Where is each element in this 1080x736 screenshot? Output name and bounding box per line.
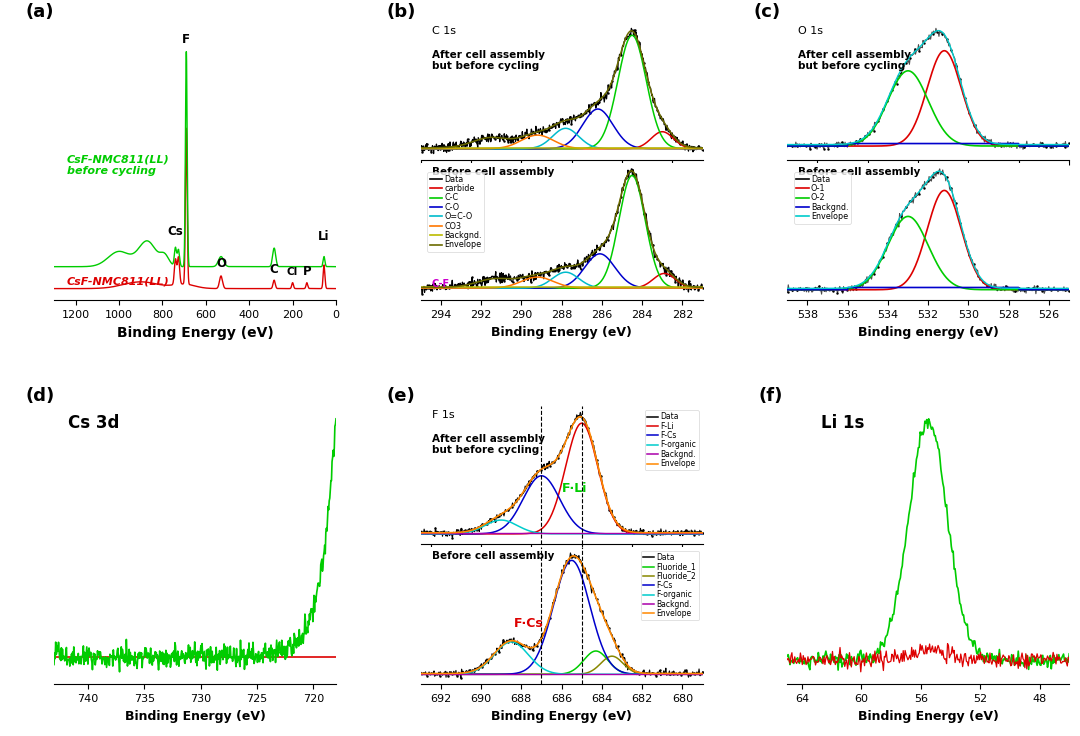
Text: F: F <box>183 33 190 46</box>
Text: Li 1s: Li 1s <box>821 414 864 433</box>
Text: CsF-NMC811(LL): CsF-NMC811(LL) <box>67 277 170 287</box>
Text: C 1s: C 1s <box>432 26 456 36</box>
X-axis label: Binding Energy (eV): Binding Energy (eV) <box>491 710 632 723</box>
Text: Before cell assembly: Before cell assembly <box>798 167 921 177</box>
Text: After cell assembly
but before cycling: After cell assembly but before cycling <box>798 49 912 71</box>
X-axis label: Binding Energy (eV): Binding Energy (eV) <box>858 710 999 723</box>
Text: Cl: Cl <box>287 267 298 277</box>
Text: After cell assembly
but before cycling: After cell assembly but before cycling <box>432 49 545 71</box>
Text: F·Cs: F·Cs <box>514 617 543 629</box>
Text: Cs: Cs <box>167 224 184 238</box>
Text: (c): (c) <box>754 2 781 21</box>
Text: P: P <box>302 265 311 278</box>
Text: Before cell assembly: Before cell assembly <box>432 167 554 177</box>
X-axis label: Binding energy (eV): Binding energy (eV) <box>858 325 999 339</box>
Text: F 1s: F 1s <box>432 410 455 420</box>
Text: (a): (a) <box>26 2 54 21</box>
X-axis label: Binding Energy (eV): Binding Energy (eV) <box>491 325 632 339</box>
Legend: Data, Fluoride_1, Fluoride_2, F-Cs, F-organic, Backgnd., Envelope: Data, Fluoride_1, Fluoride_2, F-Cs, F-or… <box>640 551 699 620</box>
X-axis label: Binding Energy (eV): Binding Energy (eV) <box>117 325 273 340</box>
Text: Cs 3d: Cs 3d <box>68 414 120 433</box>
Text: O 1s: O 1s <box>798 26 823 36</box>
Text: After cell assembly
but before cycling: After cell assembly but before cycling <box>432 434 545 456</box>
Text: Before cell assembly: Before cell assembly <box>432 551 554 561</box>
Text: CsF-NMC811(LL)
before cycling: CsF-NMC811(LL) before cycling <box>67 155 170 176</box>
Legend: Data, O-1, O-2, Backgnd., Envelope: Data, O-1, O-2, Backgnd., Envelope <box>794 172 851 224</box>
Text: (d): (d) <box>26 386 55 405</box>
Text: Li: Li <box>319 230 329 243</box>
Text: F·Li: F·Li <box>562 481 586 495</box>
Text: (b): (b) <box>387 2 416 21</box>
Text: C: C <box>270 263 279 277</box>
Text: (f): (f) <box>759 386 783 405</box>
Text: C-F: C-F <box>432 279 450 289</box>
Text: (e): (e) <box>387 386 416 405</box>
Legend: Data, F-Li, F-Cs, F-organic, Backgnd., Envelope: Data, F-Li, F-Cs, F-organic, Backgnd., E… <box>645 410 699 470</box>
Legend: Data, carbide, C-C, C-O, O=C-O, CO3, Backgnd., Envelope: Data, carbide, C-C, C-O, O=C-O, CO3, Bac… <box>428 172 484 252</box>
X-axis label: Binding Energy (eV): Binding Energy (eV) <box>124 710 266 723</box>
Text: O: O <box>216 257 226 269</box>
